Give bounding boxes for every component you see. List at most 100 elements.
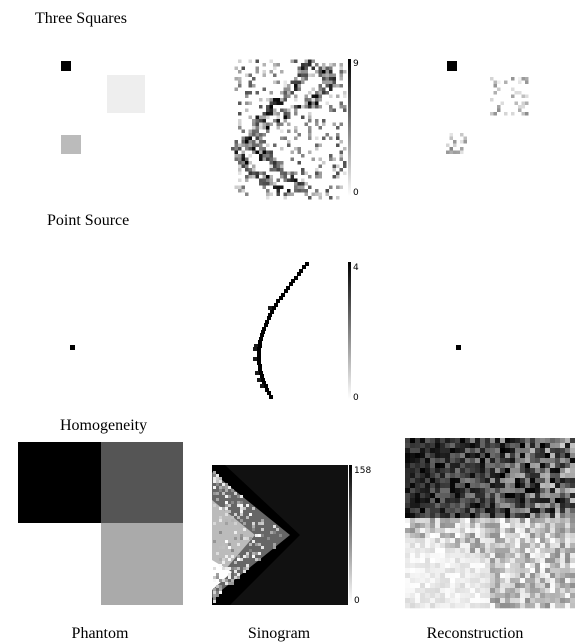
recon-pixel <box>465 458 470 463</box>
recon-pixel <box>535 463 540 468</box>
recon-pixel <box>525 488 530 493</box>
recon-pixel <box>445 523 450 528</box>
recon-pixel <box>405 488 410 493</box>
recon-pixel <box>460 543 465 548</box>
sinogram-pixel <box>237 573 240 576</box>
sinogram-pixel <box>240 525 243 528</box>
sinogram-pixel <box>242 161 246 165</box>
recon-pixel <box>410 468 415 473</box>
recon-pixel <box>500 493 505 498</box>
recon-pixel <box>440 598 445 603</box>
sinogram-pixel <box>245 168 249 172</box>
sinogram-pixel <box>312 74 316 78</box>
recon-pixel <box>570 448 575 453</box>
recon-pixel <box>510 568 515 573</box>
recon-pixel <box>500 503 505 508</box>
recon-pixel <box>530 523 535 528</box>
recon-pixel <box>435 458 440 463</box>
recon-pixel <box>480 458 485 463</box>
recon-pixel <box>540 503 545 508</box>
sinogram-pixel <box>308 112 312 116</box>
sinogram-pixel <box>219 507 222 510</box>
recon-pixel <box>480 483 485 488</box>
recon-pixel <box>530 568 535 573</box>
recon-pixel <box>455 588 460 593</box>
sinogram-pixel <box>305 63 309 67</box>
recon-pixel <box>480 583 485 588</box>
sinogram-pixel <box>329 77 333 81</box>
sinogram-pixel <box>253 357 257 361</box>
sinogram-pixel <box>319 144 323 148</box>
sinogram-pixel <box>266 130 270 134</box>
sinogram-pixel <box>315 144 319 148</box>
recon-pixel <box>415 523 420 528</box>
recon-pixel <box>405 588 410 593</box>
sinogram-pixel <box>287 88 291 92</box>
recon-pixel <box>450 578 455 583</box>
sinogram-pixel <box>245 144 249 148</box>
recon-pixel <box>550 593 555 598</box>
recon-pixel <box>440 573 445 578</box>
recon-pixel <box>445 558 450 563</box>
sinogram-pixel <box>249 133 253 137</box>
sinogram-pixel <box>235 88 239 92</box>
sinogram-pixel <box>252 165 256 169</box>
recon-pixel <box>555 438 560 443</box>
recon-pixel <box>555 443 560 448</box>
recon-pixel <box>525 533 530 538</box>
recon-pixel <box>490 558 495 563</box>
recon-pixel <box>435 583 440 588</box>
sinogram-pixel <box>322 161 326 165</box>
recon-pixel <box>425 493 430 498</box>
sinogram-pixel <box>322 74 326 78</box>
recon-pixel <box>500 528 505 533</box>
sinogram-pixel <box>231 567 234 570</box>
sinogram-pixel <box>252 144 256 148</box>
recon-pixel <box>430 493 435 498</box>
recon-pixel <box>410 513 415 518</box>
sinogram-pixel <box>234 561 237 564</box>
recon-pixel <box>500 598 505 603</box>
sinogram-pixel <box>269 395 273 399</box>
recon-pixel <box>540 558 545 563</box>
sinogram-pixel <box>225 519 228 522</box>
recon-pixel <box>520 463 525 468</box>
recon-pixel <box>510 523 515 528</box>
sinogram-pixel <box>319 88 323 92</box>
recon-pixel <box>410 553 415 558</box>
sinogram-pixel <box>231 489 234 492</box>
recon-pixel <box>425 588 430 593</box>
sinogram-pixel <box>242 165 246 169</box>
recon-pixel <box>515 603 520 608</box>
recon-pixel <box>500 458 505 463</box>
sinogram-pixel <box>240 501 243 504</box>
sinogram-pixel <box>280 109 284 113</box>
recon-pixel <box>450 438 455 443</box>
sinogram-pixel <box>326 102 330 106</box>
recon-pixel <box>440 488 445 493</box>
sinogram-pixel <box>249 147 253 151</box>
sinogram-pixel <box>305 105 309 109</box>
sinogram-pixel <box>235 186 239 190</box>
recon-pixel <box>545 588 550 593</box>
recon-pixel <box>540 488 545 493</box>
recon-pixel <box>490 548 495 553</box>
recon-pixel <box>545 563 550 568</box>
recon-pixel <box>525 578 530 583</box>
sinogram-pixel <box>216 474 219 477</box>
recon-pixel <box>490 488 495 493</box>
recon-pixel <box>505 543 510 548</box>
recon-pixel <box>550 523 555 528</box>
recon-pixel <box>445 488 450 493</box>
recon-pixel <box>465 573 470 578</box>
recon-pixel <box>460 473 465 478</box>
recon-pixel <box>500 523 505 528</box>
recon-pixel <box>465 453 470 458</box>
recon-pixel <box>545 438 550 443</box>
recon-pixel <box>460 518 465 523</box>
recon-pixel <box>520 478 525 483</box>
sinogram-pixel <box>326 133 330 137</box>
recon-pixel <box>425 558 430 563</box>
recon-pixel <box>480 558 485 563</box>
recon-pixel <box>500 538 505 543</box>
